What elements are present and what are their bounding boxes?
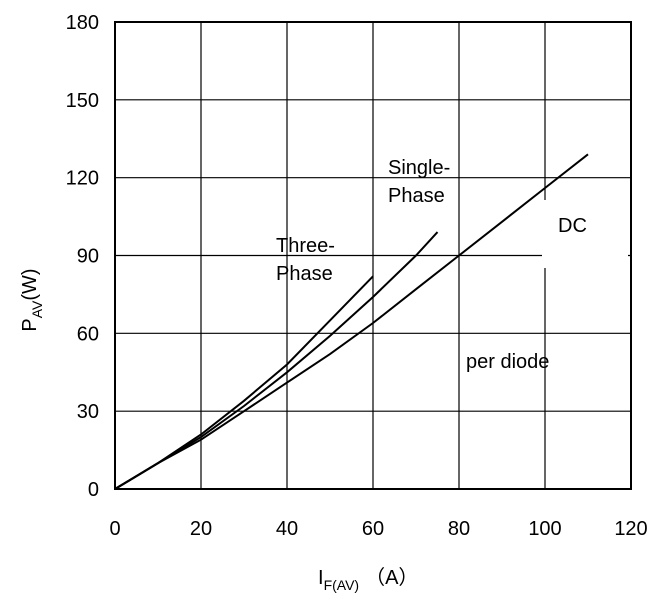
x-tick-label: 100 <box>528 518 561 540</box>
single-phase-label-line2: Phase <box>388 185 445 207</box>
three-phase-label-line1: Three- <box>276 235 335 257</box>
dc-label-mask <box>542 200 628 268</box>
y-axis-label-sub: AV <box>29 300 45 318</box>
y-axis-label-unit: (W) <box>19 268 41 300</box>
x-tick-label: 80 <box>448 518 470 540</box>
plot-frame <box>114 21 632 490</box>
y-tick-label: 0 <box>88 479 99 501</box>
x-axis-label-main: I <box>318 567 324 589</box>
curves <box>114 153 589 490</box>
three-phase-label-line2: Phase <box>276 263 333 285</box>
y-tick-label: 30 <box>77 401 99 423</box>
single-phase-label-line1: Single- <box>388 157 450 179</box>
x-axis-label-sub: F(AV) <box>324 577 360 593</box>
y-tick-label: 90 <box>77 246 99 268</box>
x-tick-label: 40 <box>276 518 298 540</box>
y-axis-label: PAV(W) <box>19 268 45 331</box>
y-tick-label: 150 <box>66 90 99 112</box>
x-tick-label: 60 <box>362 518 384 540</box>
y-axis-label-main: P <box>19 318 41 331</box>
curve-dc <box>114 153 589 490</box>
x-axis-label-unit: （A） <box>365 566 418 589</box>
curve-three-phase <box>114 275 374 490</box>
x-axis-label: IF(AV) （A） <box>318 566 418 593</box>
x-tick-label: 0 <box>109 518 120 540</box>
y-tick-labels: 0 30 60 90 120 150 180 <box>66 12 99 501</box>
y-tick-label: 60 <box>77 323 99 345</box>
dc-label: DC <box>558 215 587 237</box>
x-tick-labels: 0 20 40 60 80 100 120 <box>109 518 647 540</box>
per-diode-note: per diode <box>466 351 549 373</box>
y-tick-label: 180 <box>66 12 99 34</box>
y-tick-label: 120 <box>66 168 99 190</box>
x-tick-label: 20 <box>190 518 212 540</box>
x-tick-label: 120 <box>614 518 647 540</box>
